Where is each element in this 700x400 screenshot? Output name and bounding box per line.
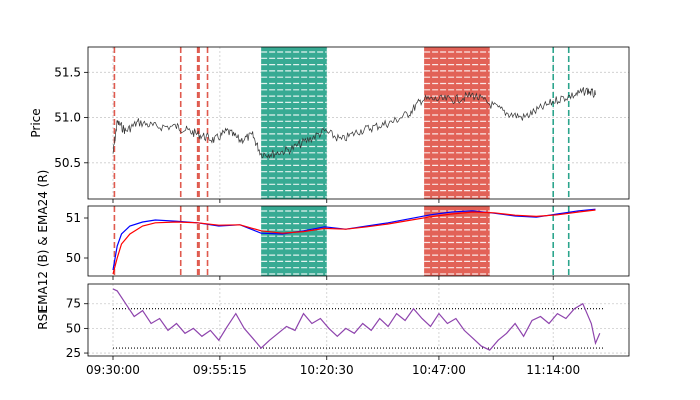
buy-band [261, 206, 327, 276]
ema-panel: 50 51 EMA12 (B) & EMA24 (R) [36, 170, 630, 313]
price-ylabel: Price [29, 108, 43, 137]
rsi-panel: 25 50 75 RSI [36, 283, 630, 360]
ema-ytick-label: 50 [66, 251, 81, 265]
ema-series-line-0 [112, 208, 596, 271]
rsi-series-line-0 [112, 288, 601, 351]
ema-ytick-label: 51 [66, 211, 81, 225]
rsi-frame [87, 283, 630, 357]
price-ytick-label: 51.0 [54, 111, 81, 125]
xtick-label: 10:20:30 [300, 363, 354, 377]
xtick-label: 09:30:00 [86, 363, 140, 377]
price-panel: 50.5 51.0 51.5 Price [29, 46, 630, 203]
buy-band [261, 47, 327, 199]
xtick-label: 11:14:00 [526, 363, 580, 377]
price-series-line-0 [112, 87, 596, 159]
price-ytick-label: 51.5 [54, 65, 81, 79]
xtick-label: 10:47:00 [412, 363, 466, 377]
price-frame [87, 46, 630, 200]
ema-series-line-1 [112, 209, 596, 275]
sell-band [424, 47, 490, 199]
price-ytick-label: 50.5 [54, 156, 81, 170]
xtick-label: 09:55:15 [193, 363, 247, 377]
ema-frame [87, 205, 630, 277]
rsi-ytick-label: 25 [66, 346, 81, 360]
rsi-ylabel: RSI [36, 310, 50, 330]
rsi-ytick-label: 50 [66, 321, 81, 335]
rsi-ytick-label: 75 [66, 297, 81, 311]
ema-ylabel: EMA12 (B) & EMA24 (R) [36, 170, 50, 313]
